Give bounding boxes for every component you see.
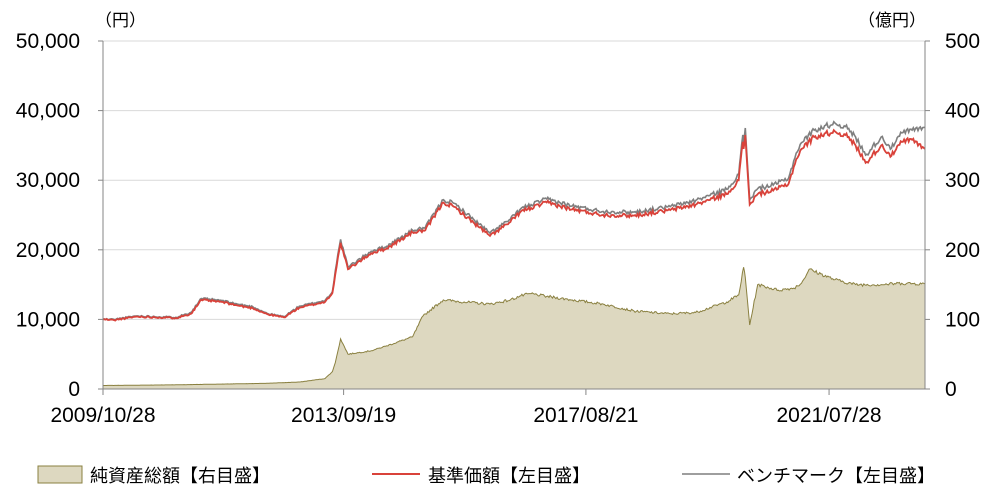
axes [102,41,926,390]
left-axis-unit: （円） [95,11,146,31]
x-tick-label: 2021/07/28 [777,404,882,427]
x-tick-label: 2009/10/28 [50,404,155,427]
legend-label-net-assets: 純資産総額【右目盛】 [90,466,270,487]
right-tick-label: 400 [945,100,980,123]
right-tick-label: 300 [945,169,980,192]
x-tick-label: 2013/09/19 [291,404,396,427]
left-tick-label: 40,000 [16,100,80,123]
left-axis-ticks: 0 10,000 20,000 30,000 40,000 50,000 [16,30,103,401]
left-tick-label: 0 [68,378,80,401]
left-tick-label: 50,000 [16,30,80,53]
benchmark-line [102,120,926,321]
right-tick-label: 0 [945,378,957,401]
left-tick-label: 30,000 [16,169,80,192]
net-assets-area [102,267,926,390]
right-tick-label: 500 [945,30,980,53]
right-axis-ticks: 0 100 200 300 400 500 [925,30,980,401]
legend: 純資産総額【右目盛】 基準価額【左目盛】 ベンチマーク【左目盛】 [37,465,935,487]
x-tick-label: 2017/08/21 [533,404,638,427]
right-tick-label: 100 [945,308,980,331]
gridlines [103,40,925,320]
legend-label-nav: 基準価額【左目盛】 [428,466,590,487]
x-axis-ticks: 2009/10/28 2013/09/19 2017/08/21 2021/07/28 [50,389,882,427]
legend-swatch-net-assets [37,465,83,484]
right-axis-unit: （億円） [858,11,926,31]
legend-label-benchmark: ベンチマーク【左目盛】 [737,466,935,487]
right-tick-label: 200 [945,239,980,262]
left-tick-label: 10,000 [16,308,80,331]
left-tick-label: 20,000 [16,239,80,262]
nav-line [102,128,926,322]
